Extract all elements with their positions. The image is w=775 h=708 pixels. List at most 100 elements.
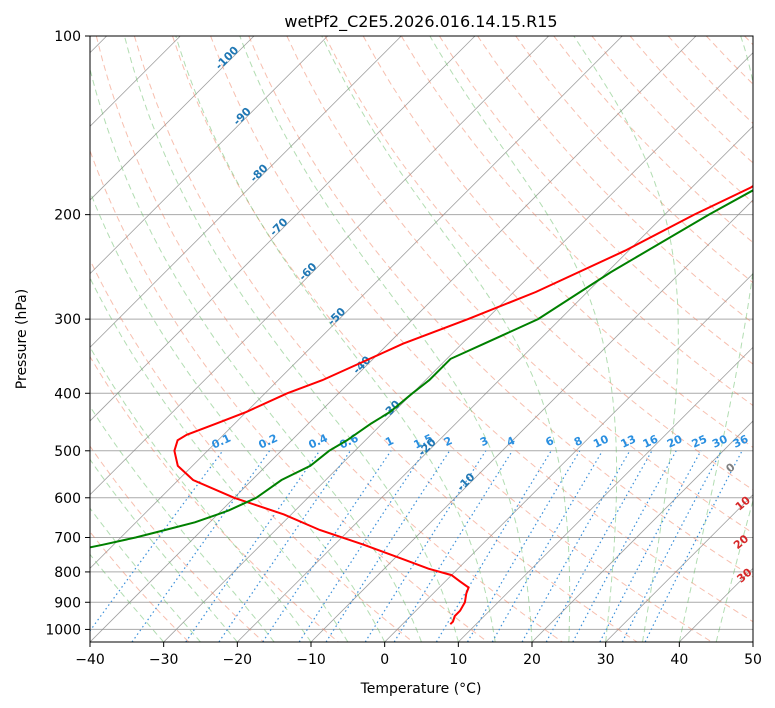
mixing-ratio-line xyxy=(364,450,487,642)
isotherm-line xyxy=(237,125,753,642)
plot-frame xyxy=(89,35,754,643)
moist-adiabat-line xyxy=(678,36,753,642)
temperature-line xyxy=(173,184,753,625)
mixing-ratio-line xyxy=(466,450,581,642)
y-tick-label: 1000 xyxy=(45,622,81,638)
moist-adiabat-label: 0 xyxy=(723,460,737,475)
isotherm-line xyxy=(531,420,753,642)
dry-adiabat-line xyxy=(744,36,753,46)
isotherm-line xyxy=(679,567,753,642)
dry-adiabat-line xyxy=(95,36,563,642)
moist-adiabat-line xyxy=(90,405,275,642)
mixing-ratio-line xyxy=(298,450,426,642)
mixing-ratio-label: 1 xyxy=(383,434,395,449)
isotherm-label: -10 xyxy=(454,470,477,493)
y-tick-label: 700 xyxy=(54,531,81,547)
dry-adiabat-line xyxy=(248,36,753,578)
isotherm-line xyxy=(163,52,753,642)
moist-adiabat-line xyxy=(90,507,201,642)
mixing-ratio-label: 3 xyxy=(478,434,490,449)
isotherm-line xyxy=(458,346,753,642)
mixing-ratio-line xyxy=(435,450,552,642)
mixing-ratio-label: 0.1 xyxy=(210,432,233,452)
moist-adiabat-line xyxy=(124,36,459,642)
mixing-ratio-line xyxy=(90,450,224,632)
isotherm-label: -30 xyxy=(380,398,403,421)
dry-adiabat-line xyxy=(324,36,753,491)
isotherm-label: -50 xyxy=(325,305,348,328)
mixing-ratio-line xyxy=(572,450,677,642)
isotherm-line xyxy=(90,36,549,496)
moist-adiabat-line xyxy=(715,498,753,642)
moist-adiabat-line xyxy=(90,276,349,642)
mixing-ratio-line xyxy=(218,450,351,642)
isotherm-label: -70 xyxy=(267,215,290,238)
dry-adiabat-line xyxy=(591,36,753,204)
moist-adiabat-line xyxy=(239,36,533,642)
dry-adiabat-line xyxy=(286,36,753,534)
moist-adiabat-line xyxy=(90,190,386,642)
dry-adiabat-line xyxy=(667,36,753,125)
x-tick-label: 40 xyxy=(670,652,688,668)
y-tick-label: 100 xyxy=(54,29,81,45)
isotherm-line xyxy=(90,36,402,348)
mixing-ratio-line xyxy=(644,450,743,642)
dry-adiabat-line xyxy=(90,445,264,642)
isotherm-line xyxy=(384,273,753,642)
mixing-ratio-label: 2 xyxy=(442,434,454,449)
moist-adiabat-label: 30 xyxy=(734,565,754,585)
x-tick-label: −30 xyxy=(149,652,179,668)
mixing-ratio-line xyxy=(185,450,321,642)
x-axis: −40 −30 −20 −10 0 10 20 30 40 50 xyxy=(75,642,762,668)
dry-adiabat-line xyxy=(172,36,712,642)
dry-adiabat-line xyxy=(515,36,753,284)
y-axis-label: Pressure (hPa) xyxy=(14,289,30,389)
isotherm-line xyxy=(90,36,623,569)
moist-adiabat-line xyxy=(321,36,571,642)
x-tick-label: −40 xyxy=(75,652,105,668)
y-axis: 100 200 300 400 500 600 700 800 900 1000 xyxy=(45,29,90,638)
dry-adiabat-line xyxy=(90,258,414,642)
x-tick-label: 0 xyxy=(380,652,389,668)
y-tick-label: 900 xyxy=(54,595,81,611)
dewpoint-line xyxy=(90,189,753,549)
y-tick-label: 800 xyxy=(54,565,81,581)
mixing-ratio-label: 20 xyxy=(665,432,685,450)
dry-adiabat-line xyxy=(705,36,753,85)
dry-adiabat-line xyxy=(438,36,753,365)
isotherm-line xyxy=(90,36,697,642)
y-tick-label: 500 xyxy=(54,444,81,460)
moist-adiabat-label: 20 xyxy=(731,532,751,552)
x-axis-label: Temperature (°C) xyxy=(360,681,482,697)
chart-grid: 0.1 0.2 0.4 0.6 1 1.5 2 3 4 6 8 10 13 16 20 25 30 36-100-… xyxy=(90,36,754,642)
moist-adiabat-line xyxy=(90,346,312,642)
isotherm-label: -60 xyxy=(296,260,319,283)
chart-series xyxy=(90,184,753,625)
isotherm-label: -100 xyxy=(213,44,242,73)
moist-adiabat-line xyxy=(90,458,238,642)
mixing-ratio-line xyxy=(325,450,451,642)
x-tick-label: 20 xyxy=(523,652,541,668)
chart-title: wetPf2_C2E5.2026.016.14.15.R15 xyxy=(284,12,557,32)
mixing-ratio-label: 13 xyxy=(619,432,638,450)
isotherm-line xyxy=(90,36,255,201)
mixing-ratio-label: 30 xyxy=(710,432,730,450)
dry-adiabat-line xyxy=(553,36,753,244)
moist-adiabat-line xyxy=(90,553,165,642)
dry-adiabat-line xyxy=(477,36,753,324)
dry-adiabat-line xyxy=(210,36,753,623)
y-tick-label: 300 xyxy=(54,312,81,328)
isotherm-label: -80 xyxy=(247,161,270,184)
dry-adiabat-line xyxy=(133,36,638,642)
isotherm-label: -90 xyxy=(231,105,254,128)
mixing-ratio-line xyxy=(262,450,392,642)
moist-adiabat-line xyxy=(429,36,618,642)
y-tick-label: 200 xyxy=(54,208,81,224)
mixing-ratio-label: 36 xyxy=(731,432,751,450)
isotherm-line xyxy=(605,494,753,642)
y-tick-label: 600 xyxy=(54,491,81,507)
dry-adiabat-line xyxy=(90,355,339,642)
mixing-ratio-line xyxy=(131,450,271,642)
isotherm-line xyxy=(90,36,328,275)
